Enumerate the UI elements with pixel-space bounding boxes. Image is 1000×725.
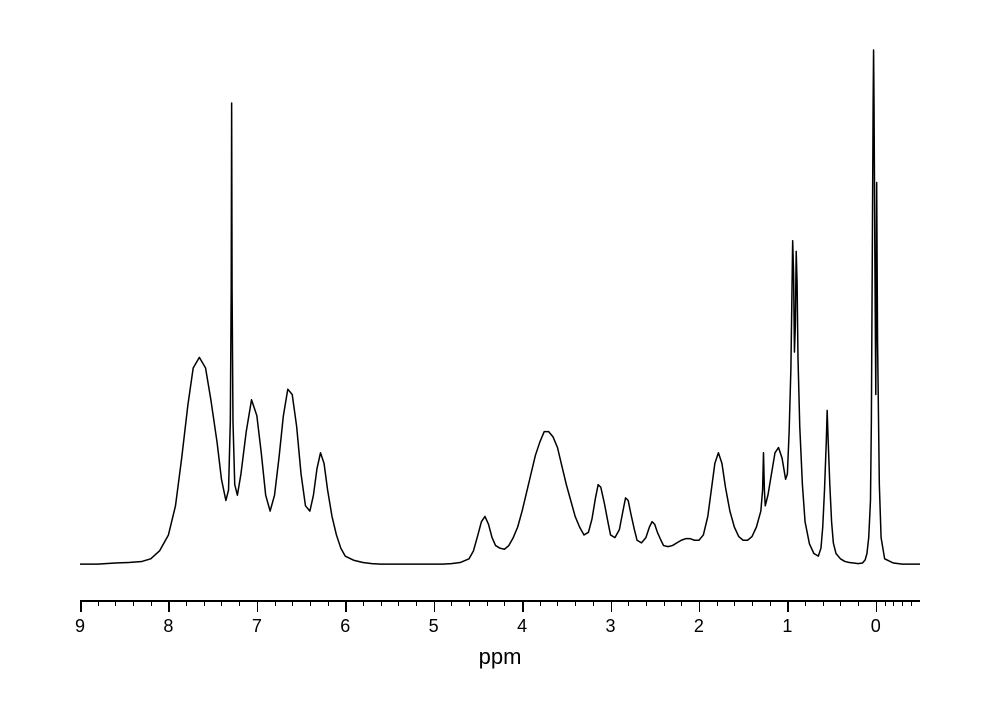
tick-minor bbox=[451, 600, 452, 606]
tick-label: 3 bbox=[606, 616, 616, 637]
tick-minor bbox=[575, 600, 576, 606]
tick-minor bbox=[186, 600, 187, 606]
tick-minor bbox=[752, 600, 753, 606]
tick-major bbox=[345, 600, 347, 612]
x-axis-label: ppm bbox=[0, 644, 1000, 670]
tick-minor bbox=[593, 600, 594, 606]
tick-minor bbox=[540, 600, 541, 606]
tick-minor bbox=[115, 600, 116, 606]
tick-major bbox=[876, 600, 878, 612]
tick-minor bbox=[557, 600, 558, 606]
tick-minor bbox=[805, 600, 806, 606]
tick-label: 7 bbox=[252, 616, 262, 637]
tick-major bbox=[168, 600, 170, 612]
tick-minor bbox=[221, 600, 222, 606]
tick-minor bbox=[487, 600, 488, 606]
tick-minor bbox=[98, 600, 99, 606]
tick-minor bbox=[911, 600, 912, 606]
tick-minor bbox=[204, 600, 205, 606]
tick-major bbox=[434, 600, 436, 612]
tick-minor bbox=[628, 600, 629, 606]
tick-minor bbox=[328, 600, 329, 606]
tick-minor bbox=[363, 600, 364, 606]
tick-minor bbox=[858, 600, 859, 606]
tick-minor bbox=[770, 600, 771, 606]
tick-minor bbox=[504, 600, 505, 606]
tick-minor bbox=[902, 600, 903, 606]
x-axis-line bbox=[80, 600, 920, 602]
tick-label: 1 bbox=[782, 616, 792, 637]
tick-minor bbox=[275, 600, 276, 606]
tick-major bbox=[257, 600, 259, 612]
tick-label: 8 bbox=[163, 616, 173, 637]
tick-major bbox=[699, 600, 701, 612]
tick-minor bbox=[292, 600, 293, 606]
tick-minor bbox=[416, 600, 417, 606]
tick-minor bbox=[664, 600, 665, 606]
tick-minor bbox=[469, 600, 470, 606]
spectrum-trace bbox=[0, 0, 1000, 725]
tick-minor bbox=[681, 600, 682, 606]
tick-major bbox=[787, 600, 789, 612]
tick-label: 9 bbox=[75, 616, 85, 637]
tick-label: 5 bbox=[429, 616, 439, 637]
nmr-spectrum-chart: 9 8 7 6 5 4 3 2 1 0 ppm bbox=[0, 0, 1000, 725]
tick-major bbox=[522, 600, 524, 612]
tick-label: 2 bbox=[694, 616, 704, 637]
tick-minor bbox=[151, 600, 152, 606]
tick-minor bbox=[133, 600, 134, 606]
tick-minor bbox=[310, 600, 311, 606]
tick-minor bbox=[381, 600, 382, 606]
tick-label: 0 bbox=[871, 616, 881, 637]
tick-minor bbox=[885, 600, 886, 606]
tick-minor bbox=[840, 600, 841, 606]
tick-minor bbox=[823, 600, 824, 606]
tick-minor bbox=[646, 600, 647, 606]
tick-major bbox=[611, 600, 613, 612]
tick-minor bbox=[398, 600, 399, 606]
tick-label: 4 bbox=[517, 616, 527, 637]
tick-minor bbox=[717, 600, 718, 606]
tick-minor bbox=[734, 600, 735, 606]
tick-label: 6 bbox=[340, 616, 350, 637]
tick-major bbox=[80, 600, 82, 612]
tick-minor bbox=[893, 600, 894, 606]
tick-minor bbox=[239, 600, 240, 606]
